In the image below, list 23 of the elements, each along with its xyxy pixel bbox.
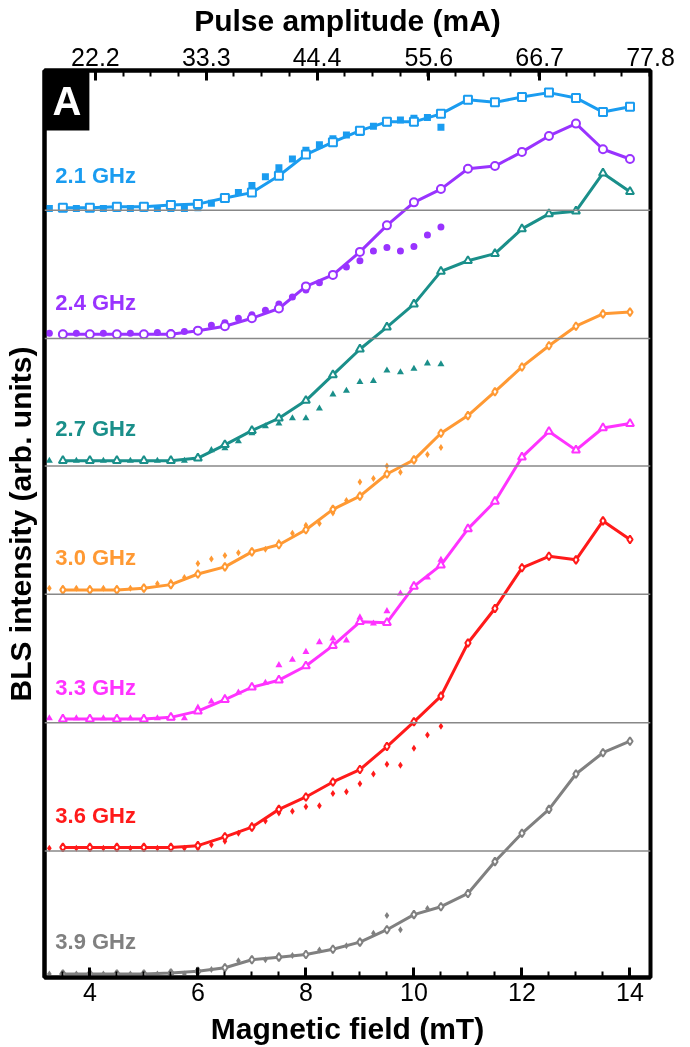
x2-tick-label: 55.6 [404, 42, 454, 71]
x-tick-label: 10 [400, 977, 428, 1006]
x-axis-title: Magnetic field (mT) [210, 1011, 485, 1045]
series-label: 3.9 GHz [55, 929, 137, 955]
x2-tick-label: 33.3 [181, 42, 231, 71]
series-label: 2.7 GHz [55, 416, 137, 442]
x2-axis-title: Pulse amplitude (mA) [194, 3, 501, 37]
series-label: 2.4 GHz [55, 289, 137, 315]
x-tick-label: 12 [508, 977, 536, 1006]
x-tick-label: 4 [82, 977, 97, 1006]
series-label: 3.6 GHz [55, 802, 137, 828]
x-tick-label: 14 [616, 977, 644, 1006]
x2-tick-label: 44.4 [292, 42, 342, 71]
y-axis-title: BLS intensity (arb. units) [3, 346, 37, 702]
series-label: 2.1 GHz [55, 163, 137, 189]
annotation: A [52, 78, 82, 123]
x-tick-label: 8 [298, 977, 313, 1006]
x2-tick-label: 22.2 [71, 42, 120, 71]
series-label: 3.3 GHz [55, 674, 137, 700]
x-tick-label: 6 [190, 977, 205, 1006]
x2-tick-label: 77.8 [626, 42, 675, 71]
series-label: 3.0 GHz [55, 545, 137, 571]
x2-tick-label: 66.7 [515, 42, 565, 71]
